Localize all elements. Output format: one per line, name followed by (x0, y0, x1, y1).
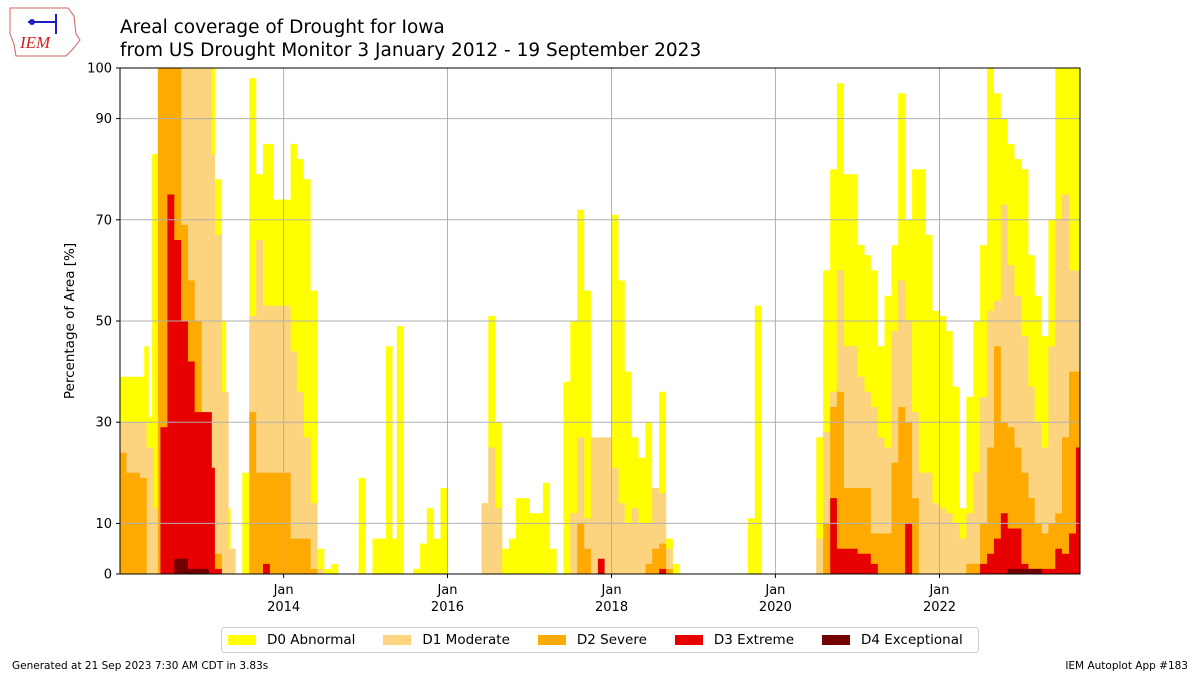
x-tick-label-year: 2020 (759, 600, 792, 615)
x-tick-label-month: Jan (764, 583, 785, 598)
y-tick-label: 100 (87, 62, 112, 77)
x-tick-label-month: Jan (928, 583, 949, 598)
series-d2-area (120, 68, 1080, 574)
y-tick-label: 50 (95, 315, 112, 330)
legend-swatch (822, 635, 850, 645)
x-tick-label-year: 2018 (595, 600, 628, 615)
legend-item-d4: D4 Exceptional (822, 632, 963, 648)
legend-item-d0: D0 Abnormal (228, 632, 355, 648)
chart-legend: D0 Abnormal D1 Moderate D2 Severe D3 Extrem… (221, 627, 979, 653)
y-tick-label: 10 (95, 517, 112, 532)
legend-label: D4 Exceptional (861, 632, 963, 648)
legend-label: D3 Extreme (713, 632, 794, 648)
logo-text: IEM (19, 33, 51, 52)
x-tick-label-year: 2016 (431, 600, 464, 615)
x-tick-label-year: 2022 (923, 600, 956, 615)
iowa-outline-shape (9, 7, 81, 57)
y-tick-label: 30 (95, 416, 112, 431)
legend-swatch (383, 635, 412, 645)
legend-item-d1: D1 Moderate (383, 632, 510, 648)
iem-logo: IEM (9, 7, 81, 57)
x-tick-label-year: 2014 (267, 600, 300, 615)
y-tick-label: 70 (95, 213, 112, 228)
x-tick-label-month: Jan (273, 583, 294, 598)
legend-swatch (537, 635, 566, 645)
chart-subtitle: from US Drought Monitor 3 January 2012 -… (120, 40, 702, 61)
app-identifier: IEM Autoplot App #183 (1065, 660, 1188, 672)
x-tick-label-month: Jan (601, 583, 622, 598)
chart-title: Areal coverage of Drought for Iowa (120, 17, 445, 38)
y-tick-label: 90 (95, 112, 112, 127)
legend-item-d2: D2 Severe (537, 632, 647, 648)
legend-label: D0 Abnormal (267, 632, 356, 648)
generated-timestamp: Generated at 21 Sep 2023 7:30 AM CDT in … (12, 660, 269, 672)
legend-item-d3: D3 Extreme (674, 632, 794, 648)
legend-swatch (228, 635, 256, 645)
legend-label: D2 Severe (576, 632, 647, 648)
sensor-dot (29, 19, 35, 25)
x-tick-label-month: Jan (436, 583, 457, 598)
legend-swatch (674, 635, 703, 645)
y-tick-label: 0 (104, 568, 112, 583)
y-axis-label: Percentage of Area [%] (62, 243, 78, 399)
legend-label: D1 Moderate (422, 632, 510, 648)
